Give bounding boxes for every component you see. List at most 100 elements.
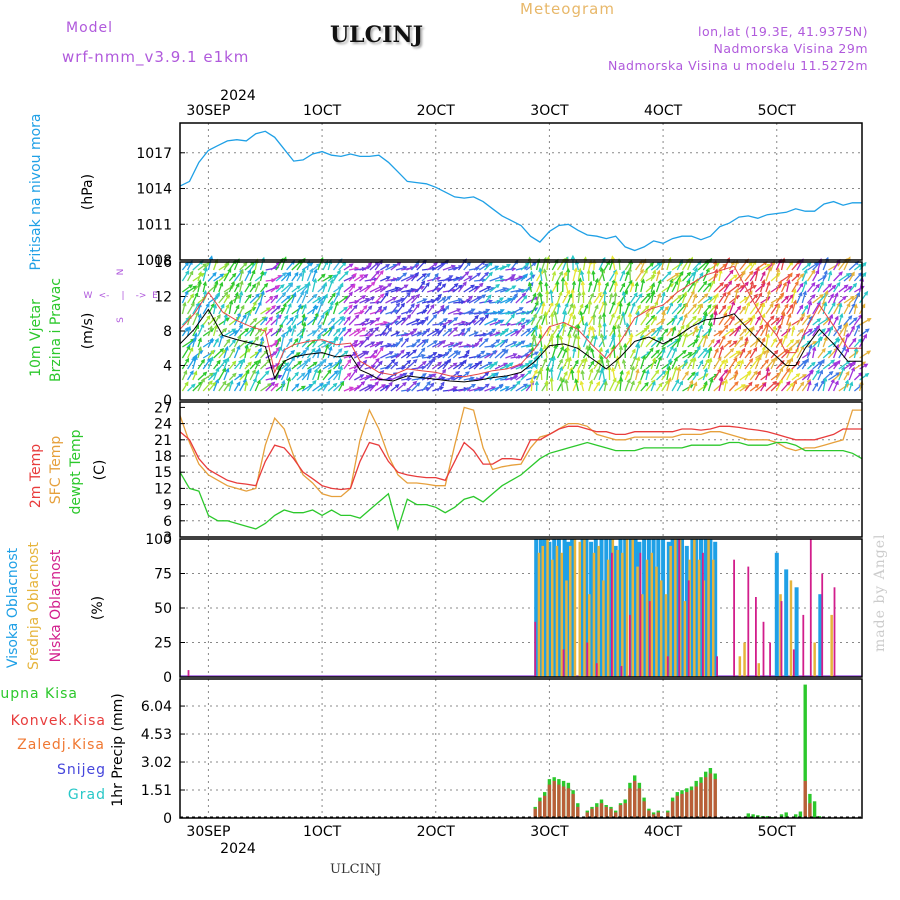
wind-arrow-head xyxy=(784,303,789,309)
wind-arrow xyxy=(754,371,761,381)
wind-arrow xyxy=(817,370,823,381)
wind-arrow-head xyxy=(282,272,287,277)
wind-arrow-head xyxy=(470,308,476,313)
wind-arrow-head xyxy=(733,357,738,362)
wind-arrow xyxy=(489,284,500,293)
wind-arrow xyxy=(280,315,289,326)
cloud-bar xyxy=(648,601,651,677)
wind-arrow xyxy=(421,328,430,337)
wind-arrow xyxy=(843,371,850,381)
wind-arrow xyxy=(759,280,765,293)
wind-arrow xyxy=(458,271,469,282)
wind-arrow-head xyxy=(673,356,678,362)
wind-arrow xyxy=(181,382,189,392)
wind-gust-line xyxy=(179,265,862,378)
wind-arrow-head xyxy=(487,294,492,299)
wind-arrow xyxy=(353,286,363,293)
wind-arrow-head xyxy=(451,264,456,269)
wind-arrow-head xyxy=(354,299,360,305)
cloud-bar xyxy=(659,580,663,677)
wind-arrow-head xyxy=(689,379,694,385)
wind-arrow xyxy=(629,313,632,326)
wind-arrow-head xyxy=(765,366,770,372)
wind-arrow xyxy=(353,381,365,392)
wind-arrow xyxy=(311,279,317,293)
wind-arrow xyxy=(593,369,600,381)
wind-arrow-head xyxy=(619,369,624,375)
wind-arrow-head xyxy=(686,279,691,284)
wind-arrow-head xyxy=(193,355,198,361)
wind-arrow xyxy=(645,347,654,359)
wind-arrow xyxy=(718,270,722,282)
wind-arrow-head xyxy=(572,347,577,352)
wind-arrow-head xyxy=(675,378,680,384)
wind-arrow-head xyxy=(741,384,746,389)
wind-arrow xyxy=(452,351,461,359)
wind-arrow xyxy=(505,268,516,271)
wind-axis-label-1: 10m Vjetar xyxy=(28,299,44,377)
wind-arrow xyxy=(666,327,674,337)
wind-arrow-head xyxy=(294,271,299,277)
temp-frame xyxy=(179,401,863,538)
conv-precip-bar xyxy=(666,812,670,818)
wind-arrow xyxy=(567,367,573,381)
wind-arrow-head xyxy=(819,280,824,286)
wind-arrow xyxy=(551,302,559,315)
wind-arrow-head xyxy=(523,294,528,300)
wind-arrow xyxy=(197,347,202,359)
wind-arrow xyxy=(228,281,235,293)
wind-arrow xyxy=(484,328,496,337)
wind-arrow xyxy=(494,309,504,315)
wind-arrow xyxy=(479,286,491,293)
wind-arrow-head xyxy=(430,382,435,387)
wind-arrow xyxy=(212,304,217,315)
wind-arrow xyxy=(697,373,709,381)
cloud-bar xyxy=(674,539,677,677)
wind-arrow-head xyxy=(635,368,640,374)
wind-arrow xyxy=(306,294,318,304)
wind-arrow xyxy=(562,303,569,315)
wind-arrow xyxy=(666,272,679,282)
wind-arrow xyxy=(601,367,606,381)
wind-arrow-head xyxy=(224,345,229,351)
wind-arrow xyxy=(828,262,841,271)
wind-arrow xyxy=(775,324,782,337)
wind-arrow xyxy=(791,373,800,381)
wind-arrow-head xyxy=(532,333,537,339)
wind-arrow xyxy=(239,305,245,315)
wind-arrow xyxy=(692,268,698,282)
wind-arrow xyxy=(233,324,243,337)
wind-arrow-head xyxy=(520,373,526,378)
wind-arrow xyxy=(551,271,556,282)
wind-arrow-head xyxy=(379,346,384,352)
wind-arrow-head xyxy=(699,271,704,277)
wind-arrow xyxy=(515,383,528,392)
wind-arrow xyxy=(458,371,470,381)
wind-arrow xyxy=(416,298,427,304)
wind-arrow xyxy=(843,333,849,348)
wind-arrow xyxy=(432,262,445,271)
wind-arrow xyxy=(770,303,779,315)
wind-arrow xyxy=(213,273,224,282)
wind-arrow-head xyxy=(355,314,360,319)
wind-arrow xyxy=(181,345,191,359)
wind-arrow-head xyxy=(545,366,550,371)
wind-arrow xyxy=(838,258,848,271)
wind-arrow-head xyxy=(819,369,823,375)
wind-arrow xyxy=(581,370,585,381)
wind-arrow xyxy=(447,308,461,315)
wind-arrow xyxy=(421,339,429,348)
wind-arrow xyxy=(275,323,283,337)
wind-arrow xyxy=(181,290,189,304)
wind-arrow xyxy=(692,357,696,370)
wind-arrow-head xyxy=(652,356,657,362)
wind-arrow-head xyxy=(525,319,531,324)
wind-arrow-head xyxy=(560,276,566,282)
wind-arrow-head xyxy=(362,350,368,355)
wind-arrow xyxy=(629,333,633,348)
wind-arrow-head xyxy=(621,282,626,288)
wind-arrow-head xyxy=(719,376,724,382)
wind-arrow xyxy=(312,383,324,392)
wind-arrow-head xyxy=(865,328,870,333)
wind-arrow xyxy=(640,269,648,282)
